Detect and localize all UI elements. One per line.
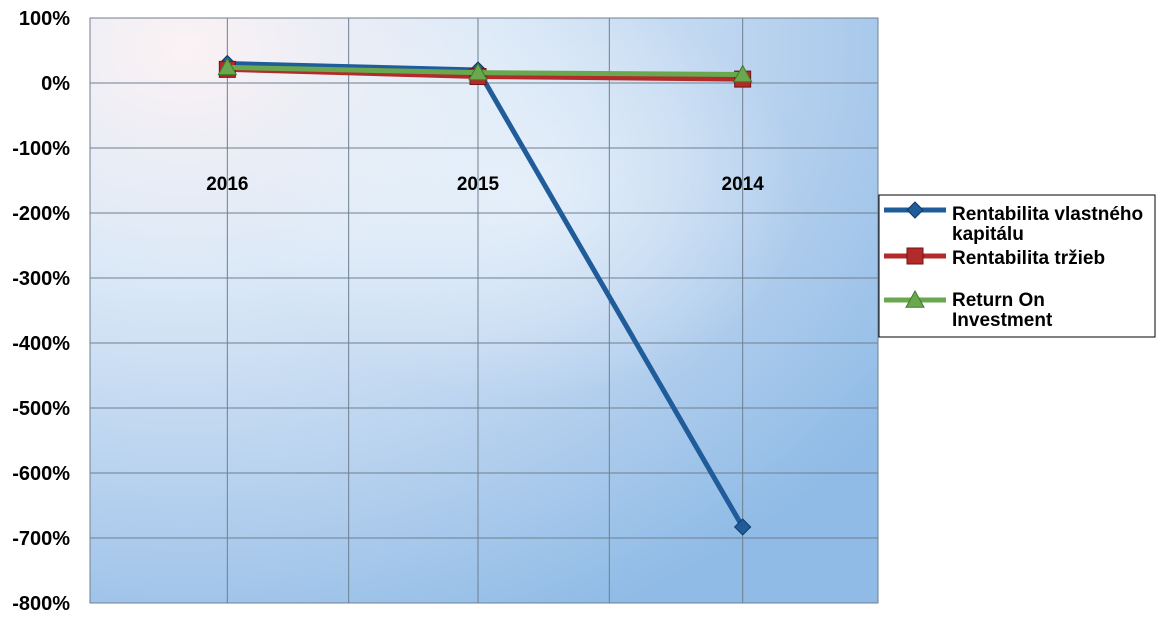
legend-label: Rentabilita vlastného <box>952 204 1143 225</box>
data-point-marker <box>468 62 488 81</box>
legend-swatch-marker <box>906 247 924 265</box>
series-3 <box>217 57 753 83</box>
data-point-marker <box>733 518 752 536</box>
y-tick-label: -500% <box>12 398 70 420</box>
legend-item: Rentabilita tržieb <box>884 247 1105 269</box>
x-category-label: 2014 <box>722 174 765 195</box>
y-tick-label: -200% <box>12 203 70 225</box>
legend-swatch-marker <box>906 201 924 219</box>
legend-label: kapitálu <box>952 224 1024 245</box>
y-tick-label: 0% <box>41 73 70 95</box>
legend-swatch-marker <box>905 289 925 308</box>
y-tick-label: -100% <box>12 138 70 160</box>
plot-area-glow <box>90 18 878 603</box>
plot-border <box>89 17 879 604</box>
y-tick-label: -700% <box>12 528 70 550</box>
legend-label: Return On <box>952 290 1045 311</box>
data-point-marker <box>732 64 753 83</box>
x-category-label: 2015 <box>457 174 500 195</box>
y-tick-label: -400% <box>12 333 70 355</box>
y-tick-label: 100% <box>19 8 70 30</box>
legend-label: Rentabilita tržieb <box>952 248 1105 269</box>
x-category-label: 2016 <box>206 174 248 195</box>
data-point-marker <box>217 57 238 76</box>
legend-border <box>878 194 1156 338</box>
y-tick-label: -800% <box>12 593 70 615</box>
y-tick-label: -300% <box>12 268 70 290</box>
legend-label: Investment <box>952 310 1053 331</box>
y-tick-label: -600% <box>12 463 70 485</box>
